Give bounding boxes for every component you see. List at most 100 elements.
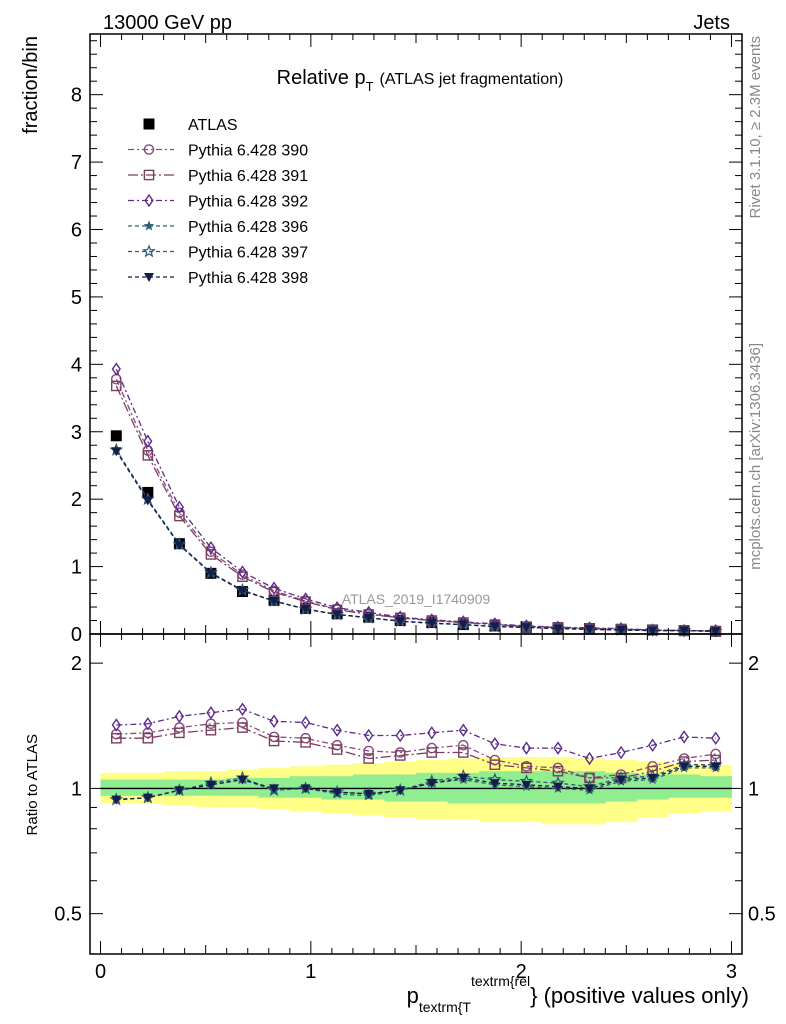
ratio-point-py398 xyxy=(647,773,658,783)
main-ytick-label: 6 xyxy=(71,220,82,242)
legend-item-py396: Pythia 6.428 396 xyxy=(128,219,308,236)
main-point-py398 xyxy=(489,622,500,632)
ratio-point-py398 xyxy=(269,784,280,794)
ratio-point-py392 xyxy=(364,728,374,743)
ratio-xtick-label: 2 xyxy=(516,961,527,983)
ratio-point-py391 xyxy=(521,762,532,774)
ratio-point-py398 xyxy=(174,786,185,796)
main-series-py397 xyxy=(109,442,723,638)
ratio-ytick-label: 0.5 xyxy=(54,904,82,926)
main-point-py398 xyxy=(679,626,690,636)
legend-label-py391: Pythia 6.428 391 xyxy=(188,168,308,185)
main-point-py391 xyxy=(110,380,122,392)
main-point-py392 xyxy=(269,581,279,595)
band-inner-bin xyxy=(100,779,133,796)
legend-item-py397: Pythia 6.428 397 xyxy=(128,244,308,262)
ratio-point-py398 xyxy=(521,780,532,790)
ratio-series-py391 xyxy=(110,722,722,784)
ratio-point-py391 xyxy=(489,759,501,771)
main-point-py398 xyxy=(616,625,627,635)
main-point-py392 xyxy=(174,500,185,514)
main-point-py398 xyxy=(237,586,248,596)
ratio-point-py392 xyxy=(427,726,437,740)
legend-label-py397: Pythia 6.428 397 xyxy=(188,245,308,262)
main-ytick-label: 1 xyxy=(71,557,82,579)
legend-label-py396: Pythia 6.428 396 xyxy=(188,219,308,236)
legend-marker-py391 xyxy=(143,169,155,181)
ratio-point-py392 xyxy=(395,728,405,743)
ratio-xtick-label: 1 xyxy=(305,961,316,983)
main-point-py398 xyxy=(205,569,216,579)
ratio-point-py392 xyxy=(206,706,216,720)
legend-marker-py392 xyxy=(144,193,154,208)
main-point-py392 xyxy=(206,540,216,555)
ratio-point-py391 xyxy=(205,724,217,736)
legend-marker-data xyxy=(143,118,155,130)
main-point-py398 xyxy=(552,624,563,634)
ratio-point-py392 xyxy=(647,738,658,752)
main-point-py398 xyxy=(647,626,658,636)
main-point-py398 xyxy=(300,605,311,615)
legend-label-py398: Pythia 6.428 398 xyxy=(188,270,308,287)
ratio-point-py390 xyxy=(363,745,374,757)
ratio-point-py392 xyxy=(679,730,689,744)
main-point-py391 xyxy=(142,450,154,461)
legend-marker-py390 xyxy=(143,144,155,155)
ratio-point-py398 xyxy=(363,789,374,799)
ratio-xtick-label: 3 xyxy=(726,961,737,983)
energy-label: 13000 GeV pp xyxy=(103,12,232,34)
main-point-py398 xyxy=(710,627,721,637)
ratio-point-py391 xyxy=(363,753,374,764)
title-sub: T xyxy=(366,79,374,94)
main-series-layer xyxy=(109,362,723,638)
ratio-point-py391 xyxy=(331,744,343,755)
legend-marker-py396 xyxy=(143,220,155,231)
mcplots-label: mcplots.cern.ch [arXiv:1306.3436] xyxy=(747,343,764,570)
main-ytick-label: 5 xyxy=(71,287,82,309)
main-point-py398 xyxy=(395,617,406,627)
main-line-py392 xyxy=(115,368,716,632)
legend-marker-py398 xyxy=(144,273,154,282)
ratio-point-py391 xyxy=(110,732,122,744)
ratio-point-py398 xyxy=(111,795,122,805)
xlabel-rest: } (positive values only) xyxy=(530,983,749,1008)
ratio-point-py392 xyxy=(553,741,563,755)
main-point-py391 xyxy=(205,549,217,560)
legend-marker-py397 xyxy=(142,244,156,258)
main-point-py398 xyxy=(426,619,437,629)
ratio-point-py390 xyxy=(710,748,722,760)
ratio-series-layer xyxy=(109,702,723,806)
main-point-py398 xyxy=(332,610,343,620)
ratio-point-py391 xyxy=(394,750,406,761)
ratio-ytick-label-right: 1 xyxy=(748,778,759,800)
ratio-point-py392 xyxy=(174,709,185,724)
ratio-line-py392 xyxy=(116,708,716,760)
process-label: Jets xyxy=(693,12,730,34)
ratio-point-py398 xyxy=(205,780,216,790)
ratio-point-py391 xyxy=(300,737,311,748)
ratio-point-py398 xyxy=(616,775,627,785)
main-point-py392 xyxy=(111,362,121,376)
ratio-ytick-label: 2 xyxy=(71,653,82,675)
ratio-series-py392 xyxy=(111,702,721,766)
chart-title: Relative pT (ATLAS jet fragmentation) xyxy=(277,67,564,94)
main-point-py392 xyxy=(143,434,153,448)
ratio-point-py391 xyxy=(237,722,248,733)
main-point-py398 xyxy=(584,625,595,635)
band-inner-bin xyxy=(132,779,165,796)
ratio-ylabel: Ratio to ATLAS xyxy=(24,734,41,835)
xlabel-sup: textrm{rel xyxy=(471,973,530,989)
legend: ATLAS Pythia 6.428 390 Pythia 6.428 391 Pyt… xyxy=(128,117,308,287)
ratio-line-py398 xyxy=(116,765,716,801)
main-point-py398 xyxy=(269,596,280,606)
band-inner-bin xyxy=(668,774,701,798)
main-line-py398 xyxy=(115,450,716,632)
main-ytick-label: 4 xyxy=(71,354,82,376)
ratio-ytick-label-right: 2 xyxy=(748,653,759,675)
main-point-py398 xyxy=(174,541,185,551)
ratio-xtick-label: 0 xyxy=(95,961,106,983)
main-series-py398 xyxy=(111,447,721,637)
ratio-ytick-label-right: 0.5 xyxy=(748,904,776,926)
ratio-point-py392 xyxy=(269,714,279,728)
